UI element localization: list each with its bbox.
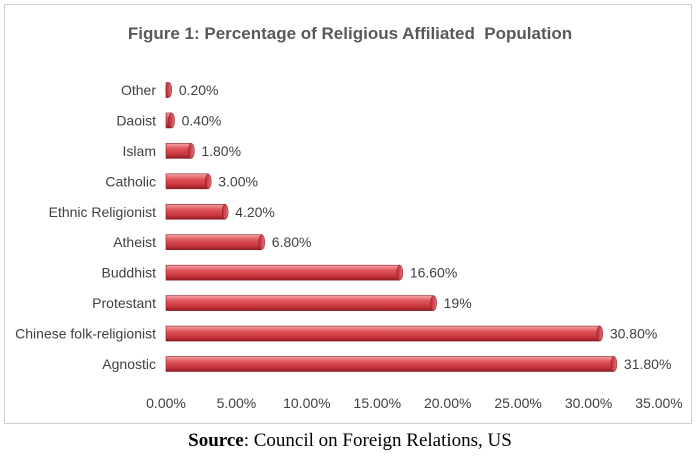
bar-agnostic: [165, 356, 615, 372]
bar-end-cap: [258, 234, 266, 250]
bar-buddhist: [165, 264, 401, 281]
bar-end-cap: [221, 204, 229, 220]
x-tick-label: 25.00%: [494, 395, 541, 411]
bar-chinese-folk-religionist: [165, 325, 601, 342]
x-tick-label: 35.00%: [635, 395, 682, 411]
bar-end-cap: [165, 82, 173, 98]
bar-end-cap: [168, 112, 175, 129]
bar-end-cap: [188, 143, 195, 159]
bar-ethnic-religionist: [165, 203, 226, 220]
bar-chart: Other 0.20% Daoist 0.40% Islam 1.80% Catholic 3…: [15, 82, 683, 411]
x-tick-label: 30.00%: [565, 395, 612, 411]
x-tick-label: 15.00%: [354, 395, 401, 411]
x-tick-label: 20.00%: [424, 395, 471, 411]
bar-end-cap: [396, 264, 404, 281]
chart-title: Figure 1: Percentage of Religious Affili…: [127, 24, 573, 43]
source-text: : Council on Foreign Relations, US: [243, 430, 512, 451]
category-label: Other: [121, 82, 156, 98]
value-label: 31.80%: [624, 356, 671, 372]
bar-end-cap: [205, 173, 212, 190]
bar-catholic: [165, 173, 209, 190]
x-tick-label: 10.00%: [283, 395, 330, 411]
value-label: 6.80%: [272, 234, 312, 250]
chart-frame: [4, 4, 692, 424]
category-label: Protestant: [92, 295, 156, 311]
category-label: Chinese folk-religionist: [15, 326, 156, 342]
category-label: Daoist: [116, 112, 156, 128]
value-label: 0.40%: [182, 112, 222, 128]
bar-end-cap: [596, 325, 604, 342]
value-label: 19%: [444, 295, 472, 311]
x-tick-label: 0.00%: [146, 395, 186, 411]
bar-islam: [165, 143, 192, 159]
value-label: 30.80%: [610, 326, 657, 342]
category-label: Atheist: [113, 234, 156, 250]
bar-end-cap: [610, 356, 618, 372]
category-label: Ethnic Religionist: [49, 204, 156, 220]
value-label: 0.20%: [179, 82, 219, 98]
category-label: Buddhist: [102, 265, 157, 281]
value-label: 4.20%: [235, 204, 275, 220]
value-label: 3.00%: [218, 173, 258, 189]
x-tick-label: 5.00%: [217, 395, 257, 411]
category-label: Islam: [123, 143, 156, 159]
bar-protestant: [165, 295, 434, 311]
value-label: 16.60%: [410, 265, 457, 281]
source-note: Source: Council on Foreign Relations, US: [0, 430, 700, 452]
source-label: Source: [188, 430, 244, 451]
category-label: Agnostic: [102, 356, 156, 372]
bar-end-cap: [430, 295, 437, 311]
category-label: Catholic: [105, 173, 156, 189]
value-label: 1.80%: [201, 143, 241, 159]
bar-atheist: [165, 234, 263, 251]
